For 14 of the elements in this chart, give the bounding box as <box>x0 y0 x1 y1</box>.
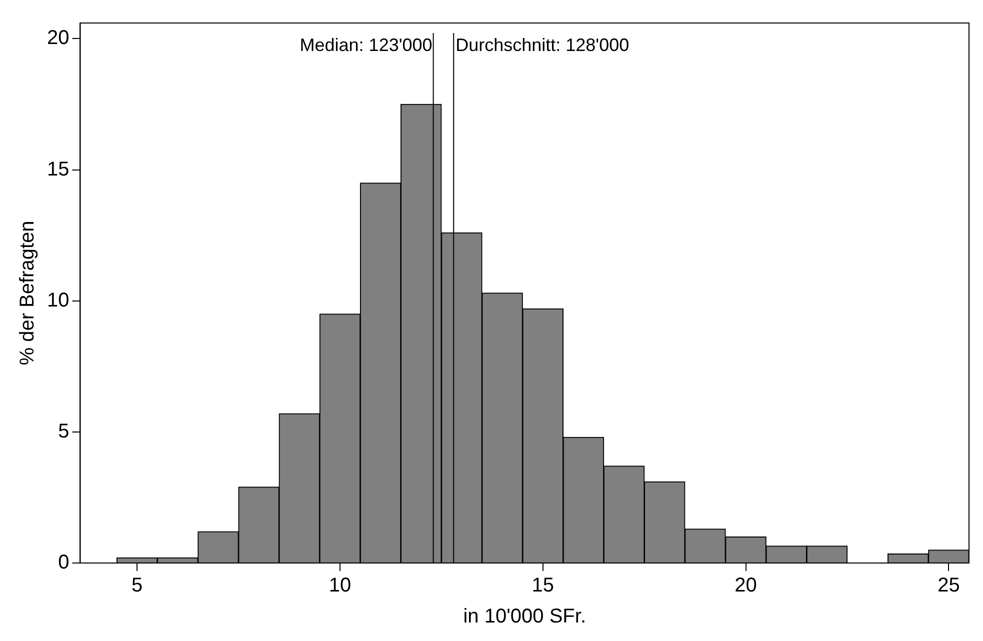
x-axis-title: in 10'000 SFr. <box>463 606 586 628</box>
y-tick-label: 10 <box>46 289 70 312</box>
x-tick-label: 20 <box>734 574 757 597</box>
x-tick-label: 5 <box>132 574 143 597</box>
y-tick-label: 0 <box>58 552 70 574</box>
x-tick-label: 10 <box>328 574 352 597</box>
annotation: Durchschnitt: 128'000 <box>456 34 630 55</box>
annotation: Median: 123'000 <box>300 34 432 55</box>
x-tick-label: 25 <box>938 574 960 597</box>
x-tick-label: 15 <box>532 574 554 597</box>
y-tick-label: 5 <box>58 420 70 442</box>
y-axis-title: % der Befragten <box>16 220 39 366</box>
y-tick-label: 15 <box>46 158 70 180</box>
y-tick-label: 20 <box>46 27 70 50</box>
